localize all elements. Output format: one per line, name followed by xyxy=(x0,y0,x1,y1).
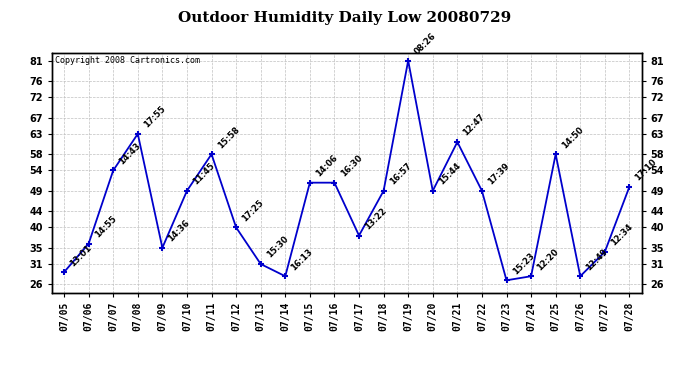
Text: 17:39: 17:39 xyxy=(486,162,511,187)
Text: 14:55: 14:55 xyxy=(92,214,118,240)
Text: 13:22: 13:22 xyxy=(363,206,388,231)
Text: 08:26: 08:26 xyxy=(413,31,437,57)
Text: 15:58: 15:58 xyxy=(216,125,241,150)
Text: 16:13: 16:13 xyxy=(289,247,315,272)
Text: 12:49: 12:49 xyxy=(584,247,610,272)
Text: 16:57: 16:57 xyxy=(388,161,413,187)
Text: 15:23: 15:23 xyxy=(511,251,536,276)
Text: Copyright 2008 Cartronics.com: Copyright 2008 Cartronics.com xyxy=(55,56,199,65)
Text: 17:55: 17:55 xyxy=(142,104,167,130)
Text: 16:30: 16:30 xyxy=(339,153,364,178)
Text: 11:45: 11:45 xyxy=(191,161,217,187)
Text: 14:06: 14:06 xyxy=(314,153,339,178)
Text: 17:10: 17:10 xyxy=(633,158,659,183)
Text: 15:30: 15:30 xyxy=(265,235,290,260)
Text: 14:50: 14:50 xyxy=(560,125,585,150)
Text: 17:25: 17:25 xyxy=(240,198,266,223)
Text: 14:43: 14:43 xyxy=(117,141,143,166)
Text: Outdoor Humidity Daily Low 20080729: Outdoor Humidity Daily Low 20080729 xyxy=(179,11,511,25)
Text: 14:36: 14:36 xyxy=(166,218,192,244)
Text: 12:20: 12:20 xyxy=(535,247,560,272)
Text: 13:01: 13:01 xyxy=(68,243,93,268)
Text: 15:44: 15:44 xyxy=(437,161,462,187)
Text: 12:47: 12:47 xyxy=(462,112,486,138)
Text: 12:34: 12:34 xyxy=(609,222,634,248)
